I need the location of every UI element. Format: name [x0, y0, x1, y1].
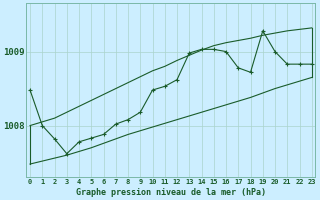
X-axis label: Graphe pression niveau de la mer (hPa): Graphe pression niveau de la mer (hPa) — [76, 188, 266, 197]
